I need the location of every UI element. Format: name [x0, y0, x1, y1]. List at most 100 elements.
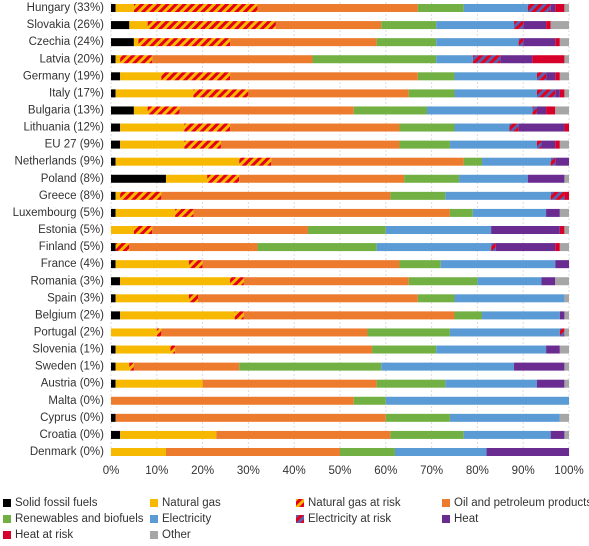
category-label: France (4%)	[41, 258, 104, 270]
bar-segment	[156, 328, 162, 337]
bar-segment	[175, 345, 373, 354]
bar-segment	[518, 38, 524, 47]
bar-segment	[111, 208, 116, 217]
bar-segment	[523, 21, 547, 30]
category-label: Finland (5%)	[39, 241, 104, 253]
bar-segment	[129, 362, 134, 371]
bar-segment	[111, 448, 166, 456]
bar-segment	[193, 89, 249, 98]
bar-segment	[523, 38, 556, 47]
legend-swatch	[296, 499, 304, 507]
bar-segment	[111, 21, 130, 30]
bar-segment	[115, 191, 121, 200]
bar-segment	[184, 140, 221, 149]
category-label: Portugal (2%)	[34, 326, 104, 338]
category-label: Sweden (1%)	[35, 361, 104, 373]
bar-segment	[170, 345, 176, 354]
bar-segment	[376, 243, 492, 252]
bar-segment	[559, 72, 569, 81]
bar-segment	[555, 277, 569, 286]
bar-segment	[275, 21, 382, 30]
bar-segment	[417, 294, 455, 303]
category-label: Poland (8%)	[41, 173, 104, 185]
category-label: Czechia (24%)	[29, 36, 105, 48]
bar-segment	[532, 55, 565, 64]
category-label: Malta (0%)	[48, 395, 104, 407]
bar-segment	[115, 362, 130, 371]
bar-segment	[449, 140, 537, 149]
bar-segment	[230, 38, 377, 47]
bar-segment	[220, 140, 400, 149]
bar-segment	[120, 140, 185, 149]
bar-segment	[559, 140, 569, 149]
bar-segment	[491, 226, 560, 234]
bar-segment	[111, 396, 354, 405]
bar-segment	[115, 243, 130, 252]
x-tick-label: 0%	[103, 465, 120, 477]
bar-segment	[111, 243, 116, 252]
x-tick-label: 60%	[374, 465, 397, 477]
category-label: Belgium (2%)	[35, 309, 104, 321]
bar-segment	[463, 157, 482, 166]
bar-segment	[230, 72, 418, 81]
legend-swatch	[442, 515, 450, 523]
legend-label: Natural gas	[162, 497, 221, 509]
bar-segment	[188, 260, 203, 269]
category-label: Slovakia (26%)	[27, 19, 105, 31]
bar-segment	[147, 106, 180, 115]
bar-segment	[536, 379, 565, 388]
bar-segment	[509, 123, 519, 132]
bar-segment	[559, 89, 565, 98]
bar-segment	[385, 226, 492, 234]
category-label: Spain (3%)	[47, 292, 104, 304]
bar-segment	[111, 89, 116, 98]
bar-segment	[408, 277, 478, 286]
bar-segment	[463, 430, 551, 439]
bar-segment	[111, 328, 157, 337]
bar-segment	[115, 157, 240, 166]
legend-label: Natural gas at risk	[308, 497, 401, 509]
bar-segment	[532, 106, 537, 115]
bar-segment	[564, 379, 569, 388]
bar-segment	[472, 208, 547, 217]
bar-segment	[546, 106, 556, 115]
bar-segment	[234, 311, 244, 320]
bar-segment	[152, 55, 313, 64]
bar-segment	[385, 413, 450, 422]
bar-segment	[257, 4, 418, 12]
bar-segment	[550, 4, 556, 12]
bar-segment	[564, 191, 569, 200]
bar-segment	[239, 362, 382, 371]
bar-segment	[527, 4, 551, 12]
bar-segment	[307, 226, 386, 234]
bar-segment	[207, 174, 240, 183]
bar-segment	[353, 106, 428, 115]
bar-segment	[564, 362, 569, 371]
bar-segment	[111, 345, 116, 354]
bar-segment	[111, 174, 166, 183]
bar-segment	[243, 277, 409, 286]
bar-segment	[115, 4, 134, 12]
bar-segment	[133, 38, 139, 47]
x-tick-label: 90%	[512, 465, 535, 477]
bar-segment	[408, 89, 455, 98]
bar-segment	[111, 294, 116, 303]
bar-segment	[436, 55, 473, 64]
legend-label: Other	[162, 529, 191, 541]
bar-segment	[555, 38, 560, 47]
bar-segment	[115, 413, 386, 422]
bar-segment	[491, 243, 496, 252]
bar-segment	[193, 208, 450, 217]
bar-segment	[133, 362, 240, 371]
bar-segment	[111, 38, 134, 47]
bar-segment	[111, 260, 116, 269]
category-label: Bulgaria (13%)	[28, 104, 104, 116]
legend-label: Heat at risk	[15, 529, 73, 541]
x-tick-label: 20%	[191, 465, 214, 477]
bar-segment	[111, 413, 116, 422]
bar-segment	[111, 430, 121, 439]
bar-segment	[372, 345, 437, 354]
bar-segment	[564, 89, 569, 98]
bar-segment	[536, 140, 542, 149]
